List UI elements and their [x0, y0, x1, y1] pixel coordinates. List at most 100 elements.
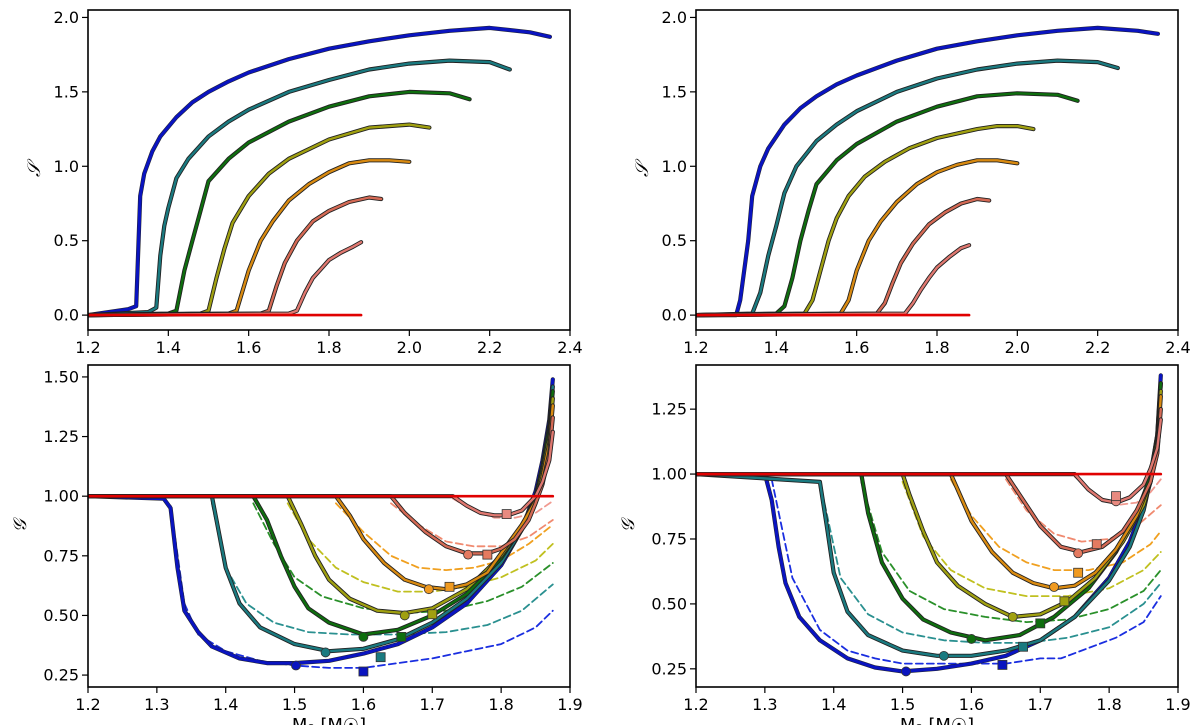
series-outline-s7 [88, 429, 555, 518]
plot-area [88, 25, 553, 318]
y-tick-label: 0.75 [43, 546, 79, 565]
series-line-s3 [88, 90, 471, 317]
x-tick-label: 1.8 [316, 338, 341, 357]
x-axis-label: M₀ [M☉] [292, 715, 366, 725]
x-tick-label: 1.4 [821, 695, 846, 714]
y-axis-label: 𝒮 [24, 158, 45, 177]
x-tick-label: 1.8 [1096, 695, 1121, 714]
y-tick-label: 0.25 [43, 666, 79, 685]
x-tick-label: 1.6 [959, 695, 984, 714]
x-tick-label: 1.6 [844, 338, 869, 357]
marker-square [1073, 567, 1084, 578]
plot-area [696, 373, 1163, 677]
marker-square [482, 549, 493, 560]
x-tick-label: 1.8 [488, 695, 513, 714]
series-outline-s2 [88, 58, 512, 318]
x-tick-label: 2.4 [1165, 338, 1190, 357]
x-tick-label: 2.4 [557, 338, 582, 357]
x-tick-label: 2.2 [1085, 338, 1110, 357]
x-tick-label: 1.9 [557, 695, 582, 714]
series-line-s2-dashed [210, 502, 554, 636]
marker-circle [423, 584, 434, 595]
series-line-s4 [88, 123, 431, 317]
y-tick-label: 0.75 [651, 529, 687, 548]
x-tick-label: 1.3 [144, 695, 169, 714]
series-outline-s6 [88, 415, 555, 556]
y-tick-label: 1.00 [651, 465, 687, 484]
x-tick-label: 1.4 [213, 695, 238, 714]
series-line-s5-dashed [334, 502, 554, 571]
marker-square [1018, 641, 1028, 652]
marker-circle [463, 549, 473, 560]
series-line-s1 [696, 373, 1163, 674]
series-line-s1 [88, 26, 552, 317]
y-tick-label: 2.0 [662, 8, 687, 27]
series-line-s3-dashed [860, 480, 1162, 623]
y-tick-label: 1.25 [43, 427, 79, 446]
marker-circle [1007, 611, 1018, 622]
y-tick-label: 0.50 [43, 606, 79, 625]
x-tick-label: 1.9 [1165, 695, 1190, 714]
marker-circle [938, 650, 949, 661]
y-tick-label: 2.0 [54, 8, 79, 27]
marker-square [375, 652, 386, 663]
y-axis-label: 𝒢 [10, 516, 31, 532]
x-tick-label: 1.7 [420, 695, 445, 714]
x-tick-label: 2.0 [397, 338, 422, 357]
series-outline-s1 [696, 373, 1163, 674]
y-tick-label: 1.5 [54, 82, 79, 101]
panel-bottom-right: 1.2 1.3 1.4 1.5 1.6 1.7 1.8 1.9 0.25 0.50 0.75 1.00… [618, 364, 1191, 725]
x-tick-label: 2.0 [1005, 338, 1030, 357]
y-tick-label: 1.50 [43, 367, 79, 386]
series-line-s6 [88, 196, 383, 317]
series-line-s7 [88, 430, 554, 517]
series-outline-s4 [696, 123, 1036, 318]
series-line-s2 [696, 382, 1163, 657]
marker-square [1035, 618, 1046, 629]
marker-square [358, 666, 369, 677]
plot-area [696, 25, 1161, 318]
axes-frame [695, 364, 1179, 688]
marker-square [1059, 596, 1070, 607]
series-line-s1 [696, 26, 1160, 317]
y-tick-label: 0.50 [651, 594, 687, 613]
x-axis-label: M₀ [M☉] [900, 715, 974, 725]
marker-circle [901, 666, 911, 677]
marker-circle [1073, 548, 1084, 559]
x-tick-label: 1.6 [236, 338, 261, 357]
series-line-s6 [696, 197, 991, 317]
series-line-s2 [88, 385, 554, 653]
y-tick-label: 1.5 [662, 82, 687, 101]
series-line-s6 [696, 407, 1163, 554]
series-line-s3 [696, 92, 1079, 317]
marker-circle [320, 647, 331, 658]
panel-top-left: 1.2 1.4 1.6 1.8 2.0 2.2 2.4 0.0 0.5 1.0 1.5 2.0 𝒮 [24, 8, 583, 357]
series-line-s6 [88, 416, 554, 555]
y-tick-label: 1.0 [662, 157, 687, 176]
series-line-s2 [88, 59, 511, 317]
series-line-s7 [88, 240, 363, 317]
series-outline-s2 [696, 58, 1120, 318]
marker-circle [399, 610, 410, 621]
x-tick-label: 1.5 [890, 695, 915, 714]
y-tick-label: 1.25 [651, 400, 687, 419]
x-tick-label: 1.2 [75, 695, 100, 714]
x-tick-label: 1.4 [764, 338, 789, 357]
marker-circle [291, 660, 301, 671]
series-line-s7 [696, 243, 971, 317]
series-line-s2-dashed [819, 480, 1162, 644]
series-line-s4 [696, 124, 1035, 317]
y-tick-label: 1.0 [54, 157, 79, 176]
marker-square [997, 660, 1008, 670]
marker-circle [358, 632, 369, 642]
marker-square [1091, 539, 1102, 550]
x-tick-label: 1.2 [75, 338, 100, 357]
y-tick-label: 0.0 [54, 306, 79, 325]
x-tick-label: 1.3 [752, 695, 777, 714]
y-tick-label: 1.00 [43, 487, 79, 506]
y-tick-label: 0.5 [54, 231, 79, 250]
x-tick-label: 1.2 [683, 338, 708, 357]
y-tick-label: 0.0 [662, 306, 687, 325]
x-tick-label: 2.2 [477, 338, 502, 357]
